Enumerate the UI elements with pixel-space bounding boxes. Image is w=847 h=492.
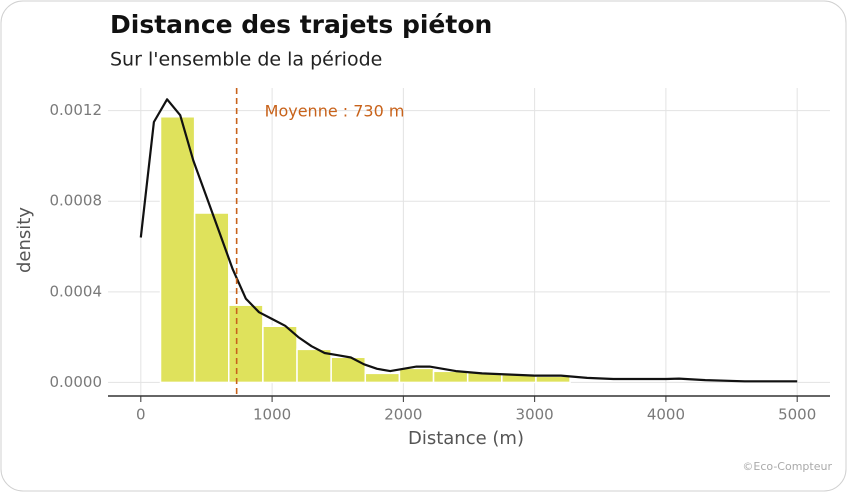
- histogram-bar: [535, 375, 571, 384]
- histogram-bar: [262, 325, 298, 384]
- y-tick-label: 0.0004: [50, 282, 103, 300]
- x-tick-label: 5000: [778, 406, 816, 424]
- credit: ©Eco-Compteur: [742, 460, 832, 473]
- histogram-bar: [296, 348, 332, 384]
- chart-title: Distance des trajets piéton: [110, 10, 492, 39]
- x-tick-label: 2000: [384, 406, 422, 424]
- mean-label: Moyenne : 730 m: [265, 102, 405, 121]
- y-tick-label: 0.0012: [50, 101, 103, 119]
- y-tick-label: 0.0000: [50, 373, 103, 391]
- histogram-bar: [398, 367, 435, 384]
- histogram-bar: [432, 370, 469, 384]
- density-curve: [139, 98, 798, 383]
- x-axis-label: Distance (m): [408, 428, 524, 449]
- x-tick-label: 1000: [253, 406, 291, 424]
- chart-subtitle: Sur l'ensemble de la période: [110, 49, 382, 71]
- y-axis-label: density: [14, 207, 35, 273]
- histogram-bar: [364, 372, 401, 384]
- histogram-bar: [228, 304, 264, 384]
- x-tick-label: 4000: [647, 406, 685, 424]
- histogram-bar: [330, 356, 367, 384]
- x-tick-label: 0: [136, 406, 146, 424]
- histogram-bar: [159, 116, 196, 384]
- x-tick-label: 3000: [516, 406, 554, 424]
- histogram-bar: [193, 212, 230, 384]
- y-tick-label: 0.0008: [50, 192, 103, 210]
